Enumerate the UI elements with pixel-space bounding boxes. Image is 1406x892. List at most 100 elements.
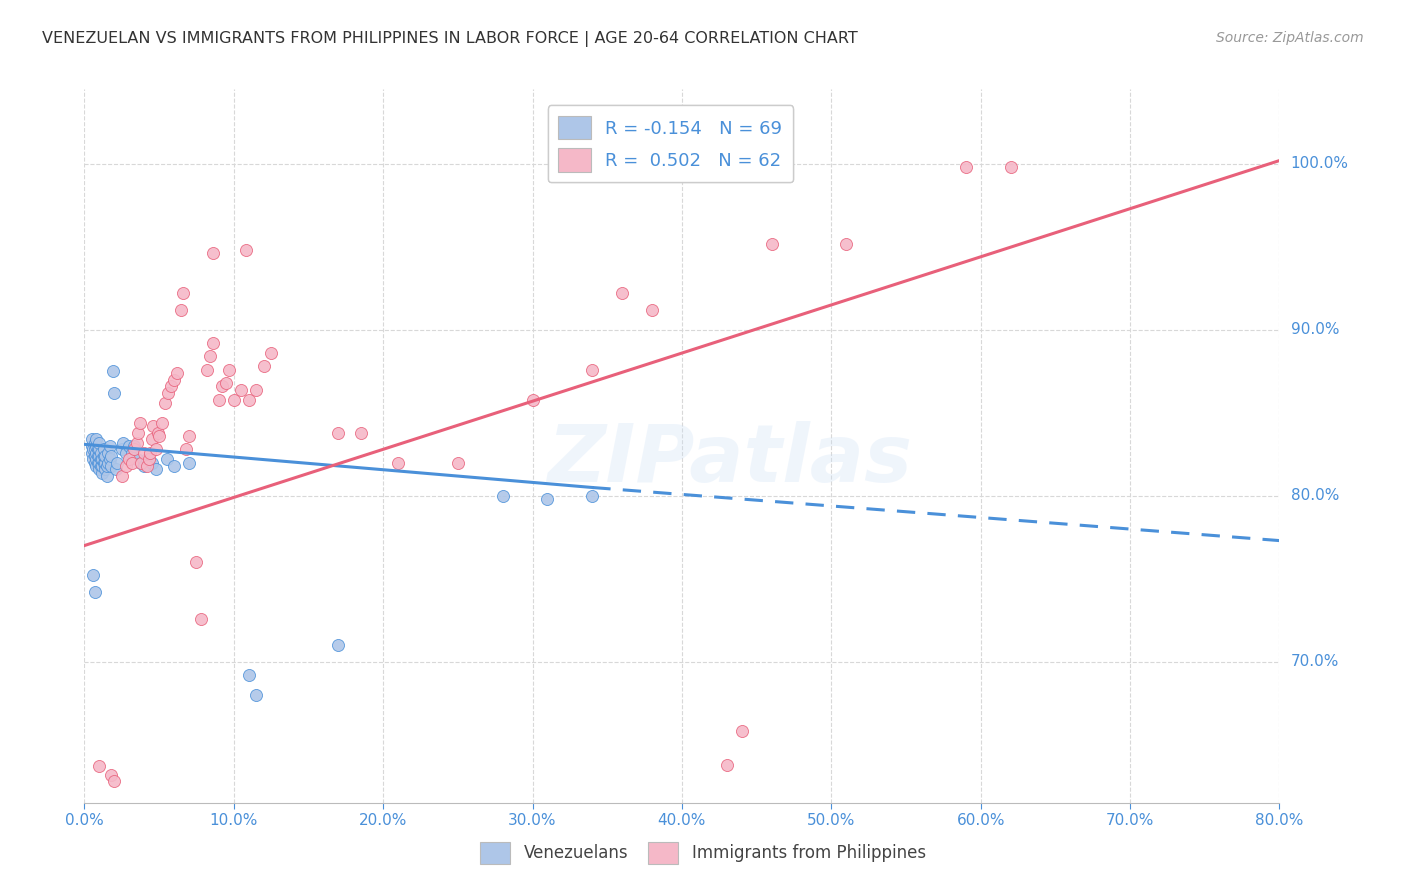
Point bbox=[89, 442, 111, 457]
Point bbox=[132, 445, 156, 459]
Point bbox=[83, 449, 105, 463]
Point bbox=[91, 458, 114, 473]
Point bbox=[94, 462, 117, 476]
Point bbox=[103, 385, 125, 400]
Point bbox=[83, 585, 105, 599]
Point bbox=[83, 435, 105, 450]
Point bbox=[155, 452, 177, 467]
Point bbox=[145, 442, 167, 457]
Point bbox=[90, 445, 112, 459]
Point bbox=[96, 458, 118, 473]
Point bbox=[93, 442, 115, 457]
Point bbox=[955, 160, 977, 174]
Point bbox=[112, 435, 135, 450]
Point bbox=[208, 392, 231, 407]
Point bbox=[177, 429, 200, 443]
Point bbox=[100, 449, 122, 463]
Point bbox=[91, 466, 114, 480]
Point bbox=[136, 452, 159, 467]
Point bbox=[86, 439, 108, 453]
Point bbox=[238, 392, 260, 407]
Point bbox=[215, 376, 238, 390]
Point bbox=[97, 456, 120, 470]
Point bbox=[89, 456, 111, 470]
Point bbox=[128, 416, 150, 430]
Point bbox=[94, 449, 117, 463]
Point bbox=[89, 759, 111, 773]
Point bbox=[174, 442, 197, 457]
Point bbox=[201, 246, 224, 260]
Point bbox=[90, 452, 112, 467]
Point bbox=[492, 489, 515, 503]
Point bbox=[731, 724, 754, 739]
Point bbox=[87, 456, 110, 470]
Point bbox=[328, 425, 350, 440]
Point bbox=[238, 668, 260, 682]
Point bbox=[100, 458, 122, 473]
Point bbox=[115, 458, 138, 473]
Point bbox=[82, 452, 104, 467]
Point bbox=[80, 439, 103, 453]
Point bbox=[127, 425, 149, 440]
Point bbox=[260, 346, 283, 360]
Point bbox=[350, 425, 373, 440]
Point bbox=[103, 774, 125, 789]
Point bbox=[90, 458, 112, 473]
Point bbox=[177, 456, 200, 470]
Point bbox=[157, 385, 180, 400]
Point bbox=[97, 445, 120, 459]
Point bbox=[121, 445, 143, 459]
Point bbox=[111, 442, 134, 457]
Point bbox=[245, 688, 267, 702]
Point bbox=[166, 366, 188, 380]
Point bbox=[195, 362, 218, 376]
Point bbox=[101, 364, 124, 378]
Point bbox=[98, 439, 121, 453]
Point bbox=[153, 396, 176, 410]
Point bbox=[83, 442, 105, 457]
Point bbox=[80, 433, 103, 447]
Point bbox=[125, 435, 148, 450]
Point bbox=[231, 383, 253, 397]
Point bbox=[170, 302, 193, 317]
Point bbox=[139, 445, 162, 459]
Point bbox=[141, 456, 163, 470]
Point bbox=[105, 456, 128, 470]
Point bbox=[122, 439, 145, 453]
Point bbox=[82, 442, 104, 457]
Point bbox=[129, 456, 152, 470]
Point bbox=[253, 359, 276, 374]
Point bbox=[96, 468, 118, 483]
Point bbox=[82, 568, 104, 582]
Point bbox=[136, 458, 159, 473]
Point bbox=[111, 468, 134, 483]
Point bbox=[172, 286, 194, 301]
Point bbox=[610, 286, 633, 301]
Legend: Venezuelans, Immigrants from Philippines: Venezuelans, Immigrants from Philippines bbox=[474, 836, 932, 871]
Text: 100.0%: 100.0% bbox=[1291, 156, 1348, 171]
Point bbox=[201, 336, 224, 351]
Point bbox=[1000, 160, 1022, 174]
Point bbox=[89, 462, 111, 476]
Point bbox=[222, 392, 245, 407]
Point bbox=[218, 362, 240, 376]
Point bbox=[163, 458, 186, 473]
Point bbox=[98, 452, 121, 467]
Point bbox=[100, 767, 122, 781]
Point bbox=[190, 611, 212, 625]
Point bbox=[138, 452, 160, 467]
Point bbox=[93, 456, 115, 470]
Point bbox=[122, 442, 145, 457]
Point bbox=[328, 638, 350, 652]
Point bbox=[94, 456, 117, 470]
Point bbox=[80, 445, 103, 459]
Point bbox=[142, 419, 165, 434]
Point bbox=[86, 433, 108, 447]
Point bbox=[716, 757, 738, 772]
Point bbox=[522, 392, 544, 407]
Point bbox=[93, 449, 115, 463]
Point bbox=[118, 452, 141, 467]
Point bbox=[104, 462, 127, 476]
Text: Source: ZipAtlas.com: Source: ZipAtlas.com bbox=[1216, 31, 1364, 45]
Legend: R = -0.154   N = 69, R =  0.502   N = 62: R = -0.154 N = 69, R = 0.502 N = 62 bbox=[547, 105, 793, 183]
